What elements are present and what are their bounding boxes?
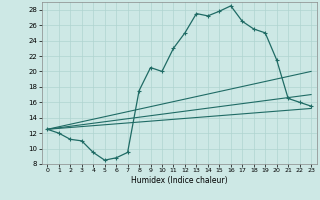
X-axis label: Humidex (Indice chaleur): Humidex (Indice chaleur)	[131, 176, 228, 185]
